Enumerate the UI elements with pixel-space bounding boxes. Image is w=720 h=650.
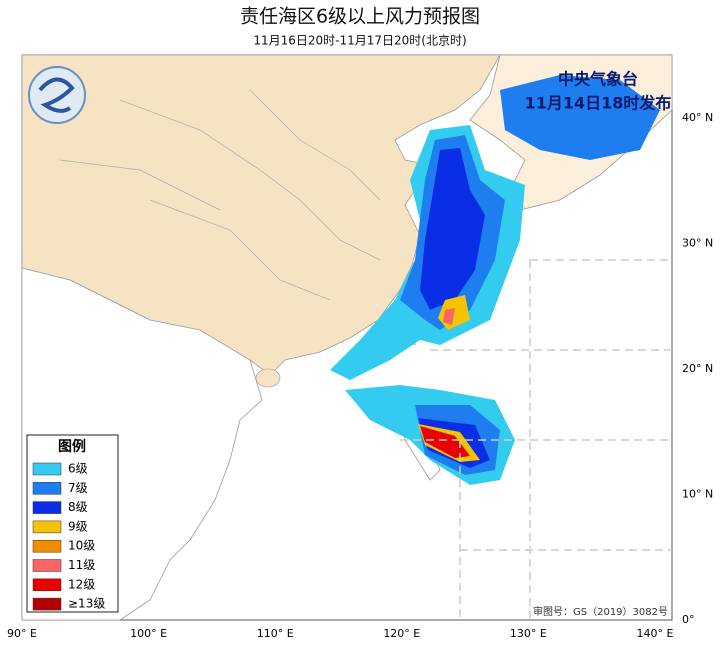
legend-label: 12级 — [68, 577, 95, 591]
issuer-name: 中央气象台 — [558, 70, 638, 89]
legend-label: 11级 — [68, 558, 95, 572]
legend-swatch — [32, 501, 62, 514]
lat-label: 20° N — [682, 362, 713, 375]
lon-label: 120° E — [383, 627, 420, 640]
lon-label: 130° E — [510, 627, 547, 640]
lat-labels: 40° N 30° N 20° N 10° N 0° — [682, 111, 713, 626]
legend-label: 9级 — [68, 519, 88, 533]
legend-swatch — [32, 597, 62, 611]
legend: 图例 6级 7级 8级 9级 10级 11级 12级 ≥13级 — [26, 434, 119, 613]
lon-label: 140° E — [637, 627, 674, 640]
title: 责任海区6级以上风力预报图 — [240, 6, 480, 28]
legend-swatch — [32, 462, 62, 476]
lon-label: 100° E — [130, 627, 167, 640]
legend-label: 6级 — [68, 462, 88, 476]
lat-label: 30° N — [682, 237, 713, 250]
legend-title: 图例 — [58, 438, 86, 455]
lat-label: 40° N — [682, 111, 713, 124]
legend-swatch — [32, 482, 62, 495]
subtitle: 11月16日20时-11月17日20时(北京时) — [253, 34, 466, 48]
lon-labels: 90° E 100° E 110° E 120° E 130° E 140° E — [7, 627, 673, 640]
legend-swatch — [32, 559, 62, 572]
approval: 审图号：GS（2019）3082号 — [533, 605, 668, 618]
legend-swatch — [32, 578, 62, 592]
lon-label: 90° E — [7, 627, 37, 640]
lat-label: 0° — [682, 613, 695, 626]
legend-label: 8级 — [68, 500, 88, 514]
lon-label: 110° E — [257, 627, 294, 640]
lat-label: 10° N — [682, 488, 713, 501]
logo — [28, 66, 86, 124]
legend-label: 10级 — [68, 539, 95, 553]
map-frame — [21, 54, 673, 621]
legend-label: ≥13级 — [68, 597, 105, 611]
legend-swatch — [32, 539, 62, 553]
legend-swatch — [32, 520, 62, 534]
legend-label: 7级 — [68, 481, 88, 495]
issuer-time: 11月14日18时发布 — [525, 94, 672, 113]
